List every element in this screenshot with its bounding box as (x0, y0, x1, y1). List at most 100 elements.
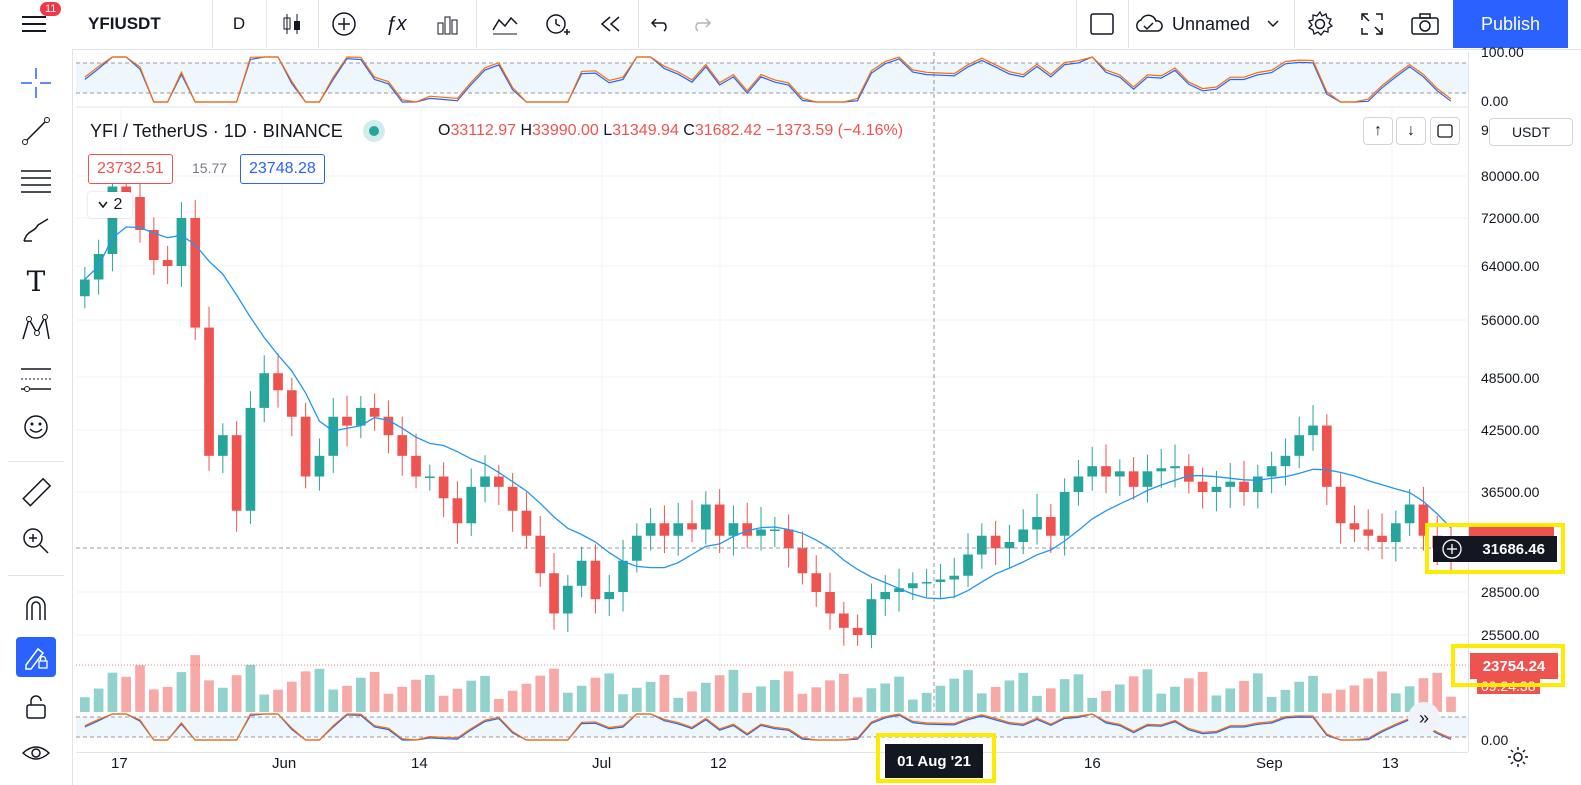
chart-type-button[interactable] (268, 0, 316, 48)
candle (80, 279, 90, 297)
plus-circle-icon[interactable] (1441, 538, 1463, 560)
scale-settings-button[interactable] (1507, 746, 1529, 773)
crosshair-icon (21, 68, 51, 98)
interval-button[interactable]: D (232, 14, 246, 33)
indicator-value-blue: 23748.28 (240, 154, 325, 184)
gear-icon (1307, 10, 1334, 36)
currency-button[interactable]: USDT (1489, 118, 1573, 146)
candle (425, 476, 435, 478)
icon-tool[interactable] (14, 407, 58, 447)
candle (287, 390, 297, 417)
lock-tool[interactable] (14, 687, 58, 727)
volume-bar (894, 676, 904, 712)
volume-bar (231, 675, 242, 712)
collapse-indicators-button[interactable]: 2 (88, 192, 132, 218)
layout-button[interactable] (1080, 0, 1124, 48)
prediction-tool[interactable] (14, 359, 58, 399)
candle (1184, 466, 1194, 482)
candle (977, 535, 987, 555)
price-chart[interactable] (76, 52, 1468, 752)
symbol-search[interactable]: YFIUSDT (88, 14, 161, 33)
candle (1156, 468, 1167, 472)
volume-bar (908, 699, 918, 712)
compare-button[interactable] (320, 0, 368, 48)
zoom-tool[interactable] (14, 521, 58, 561)
candle (949, 575, 960, 580)
measure-tool[interactable] (14, 473, 58, 513)
volume-bar (1335, 689, 1346, 712)
hide-tool[interactable] (14, 733, 58, 773)
lock-drawings-tool[interactable] (16, 637, 56, 677)
candle (1018, 529, 1029, 542)
candle (204, 327, 214, 456)
volume-bar (1446, 696, 1456, 712)
osc-bottom-label: 0.00 (1481, 93, 1509, 109)
volume-bar (328, 689, 339, 712)
settings-button[interactable] (1296, 0, 1344, 48)
bar-replay-button[interactable] (586, 0, 636, 48)
redo-icon (695, 18, 712, 32)
candle (314, 455, 325, 477)
market-status[interactable] (362, 120, 385, 142)
candle (259, 373, 270, 408)
candle (438, 476, 449, 499)
osc-top-label: 100.00 (1481, 44, 1524, 60)
snapshot-button[interactable] (1400, 0, 1450, 48)
bottom-oscillator (84, 713, 1452, 741)
indicators-button[interactable]: ƒx (372, 0, 420, 48)
candle (797, 548, 808, 574)
maximize-icon (1437, 124, 1453, 138)
candle (231, 435, 242, 511)
plus-circle-icon (332, 12, 356, 36)
hamburger-icon (22, 16, 46, 32)
volume-bar (218, 687, 228, 712)
layout-name-button[interactable]: Unnamed (1132, 0, 1292, 48)
candle (162, 260, 173, 266)
candle (411, 455, 421, 477)
volume-bar (783, 671, 794, 712)
candle (701, 504, 711, 530)
double-chevron-right-icon: » (1418, 707, 1429, 728)
menu-button[interactable] (10, 0, 60, 48)
candle (673, 523, 684, 536)
alert-button[interactable] (532, 0, 582, 48)
redo-button[interactable] (682, 0, 720, 48)
volume-bar (963, 670, 973, 712)
candle (1087, 466, 1098, 477)
candle (107, 186, 118, 254)
symbol-title[interactable]: YFI / TetherUS · 1D · BINANCE (90, 120, 343, 141)
text-tool[interactable]: T (14, 261, 58, 301)
candle (383, 416, 394, 436)
scroll-down-button[interactable]: ↓ (1396, 117, 1426, 145)
candle (1349, 523, 1360, 530)
fib-tool[interactable] (14, 161, 58, 201)
undo-button[interactable] (642, 0, 680, 48)
volume-bar (770, 680, 780, 712)
candle (1280, 455, 1291, 467)
magnet-tool[interactable] (14, 589, 58, 629)
candles-icon (283, 14, 300, 34)
candle (590, 560, 601, 600)
templates-button[interactable] (424, 0, 472, 48)
grid (76, 107, 1468, 712)
trend-line-tool[interactable] (14, 111, 58, 151)
fullscreen-button[interactable] (1348, 0, 1396, 48)
time-label: Jun (272, 755, 297, 772)
scroll-to-realtime-button[interactable]: » (1408, 702, 1440, 734)
price-scale[interactable]: 100.00 0.00 9 USDT 80000.00 72000.00 640… (1468, 44, 1581, 767)
scroll-up-button[interactable]: ↑ (1363, 117, 1393, 145)
candle (1170, 466, 1180, 469)
candle (1142, 471, 1153, 487)
pattern-tool[interactable] (14, 309, 58, 349)
volume-bar (1197, 671, 1208, 712)
crosshair-tool[interactable] (14, 63, 58, 103)
candle (1294, 435, 1305, 456)
brush-tool[interactable] (14, 211, 58, 251)
replay-button[interactable] (480, 0, 530, 48)
candle (1225, 481, 1236, 487)
publish-button[interactable]: Publish (1453, 0, 1568, 48)
volume-bar (825, 680, 835, 712)
volume-bar (949, 678, 960, 712)
maximize-pane-button[interactable] (1430, 117, 1460, 145)
candle (645, 523, 656, 536)
